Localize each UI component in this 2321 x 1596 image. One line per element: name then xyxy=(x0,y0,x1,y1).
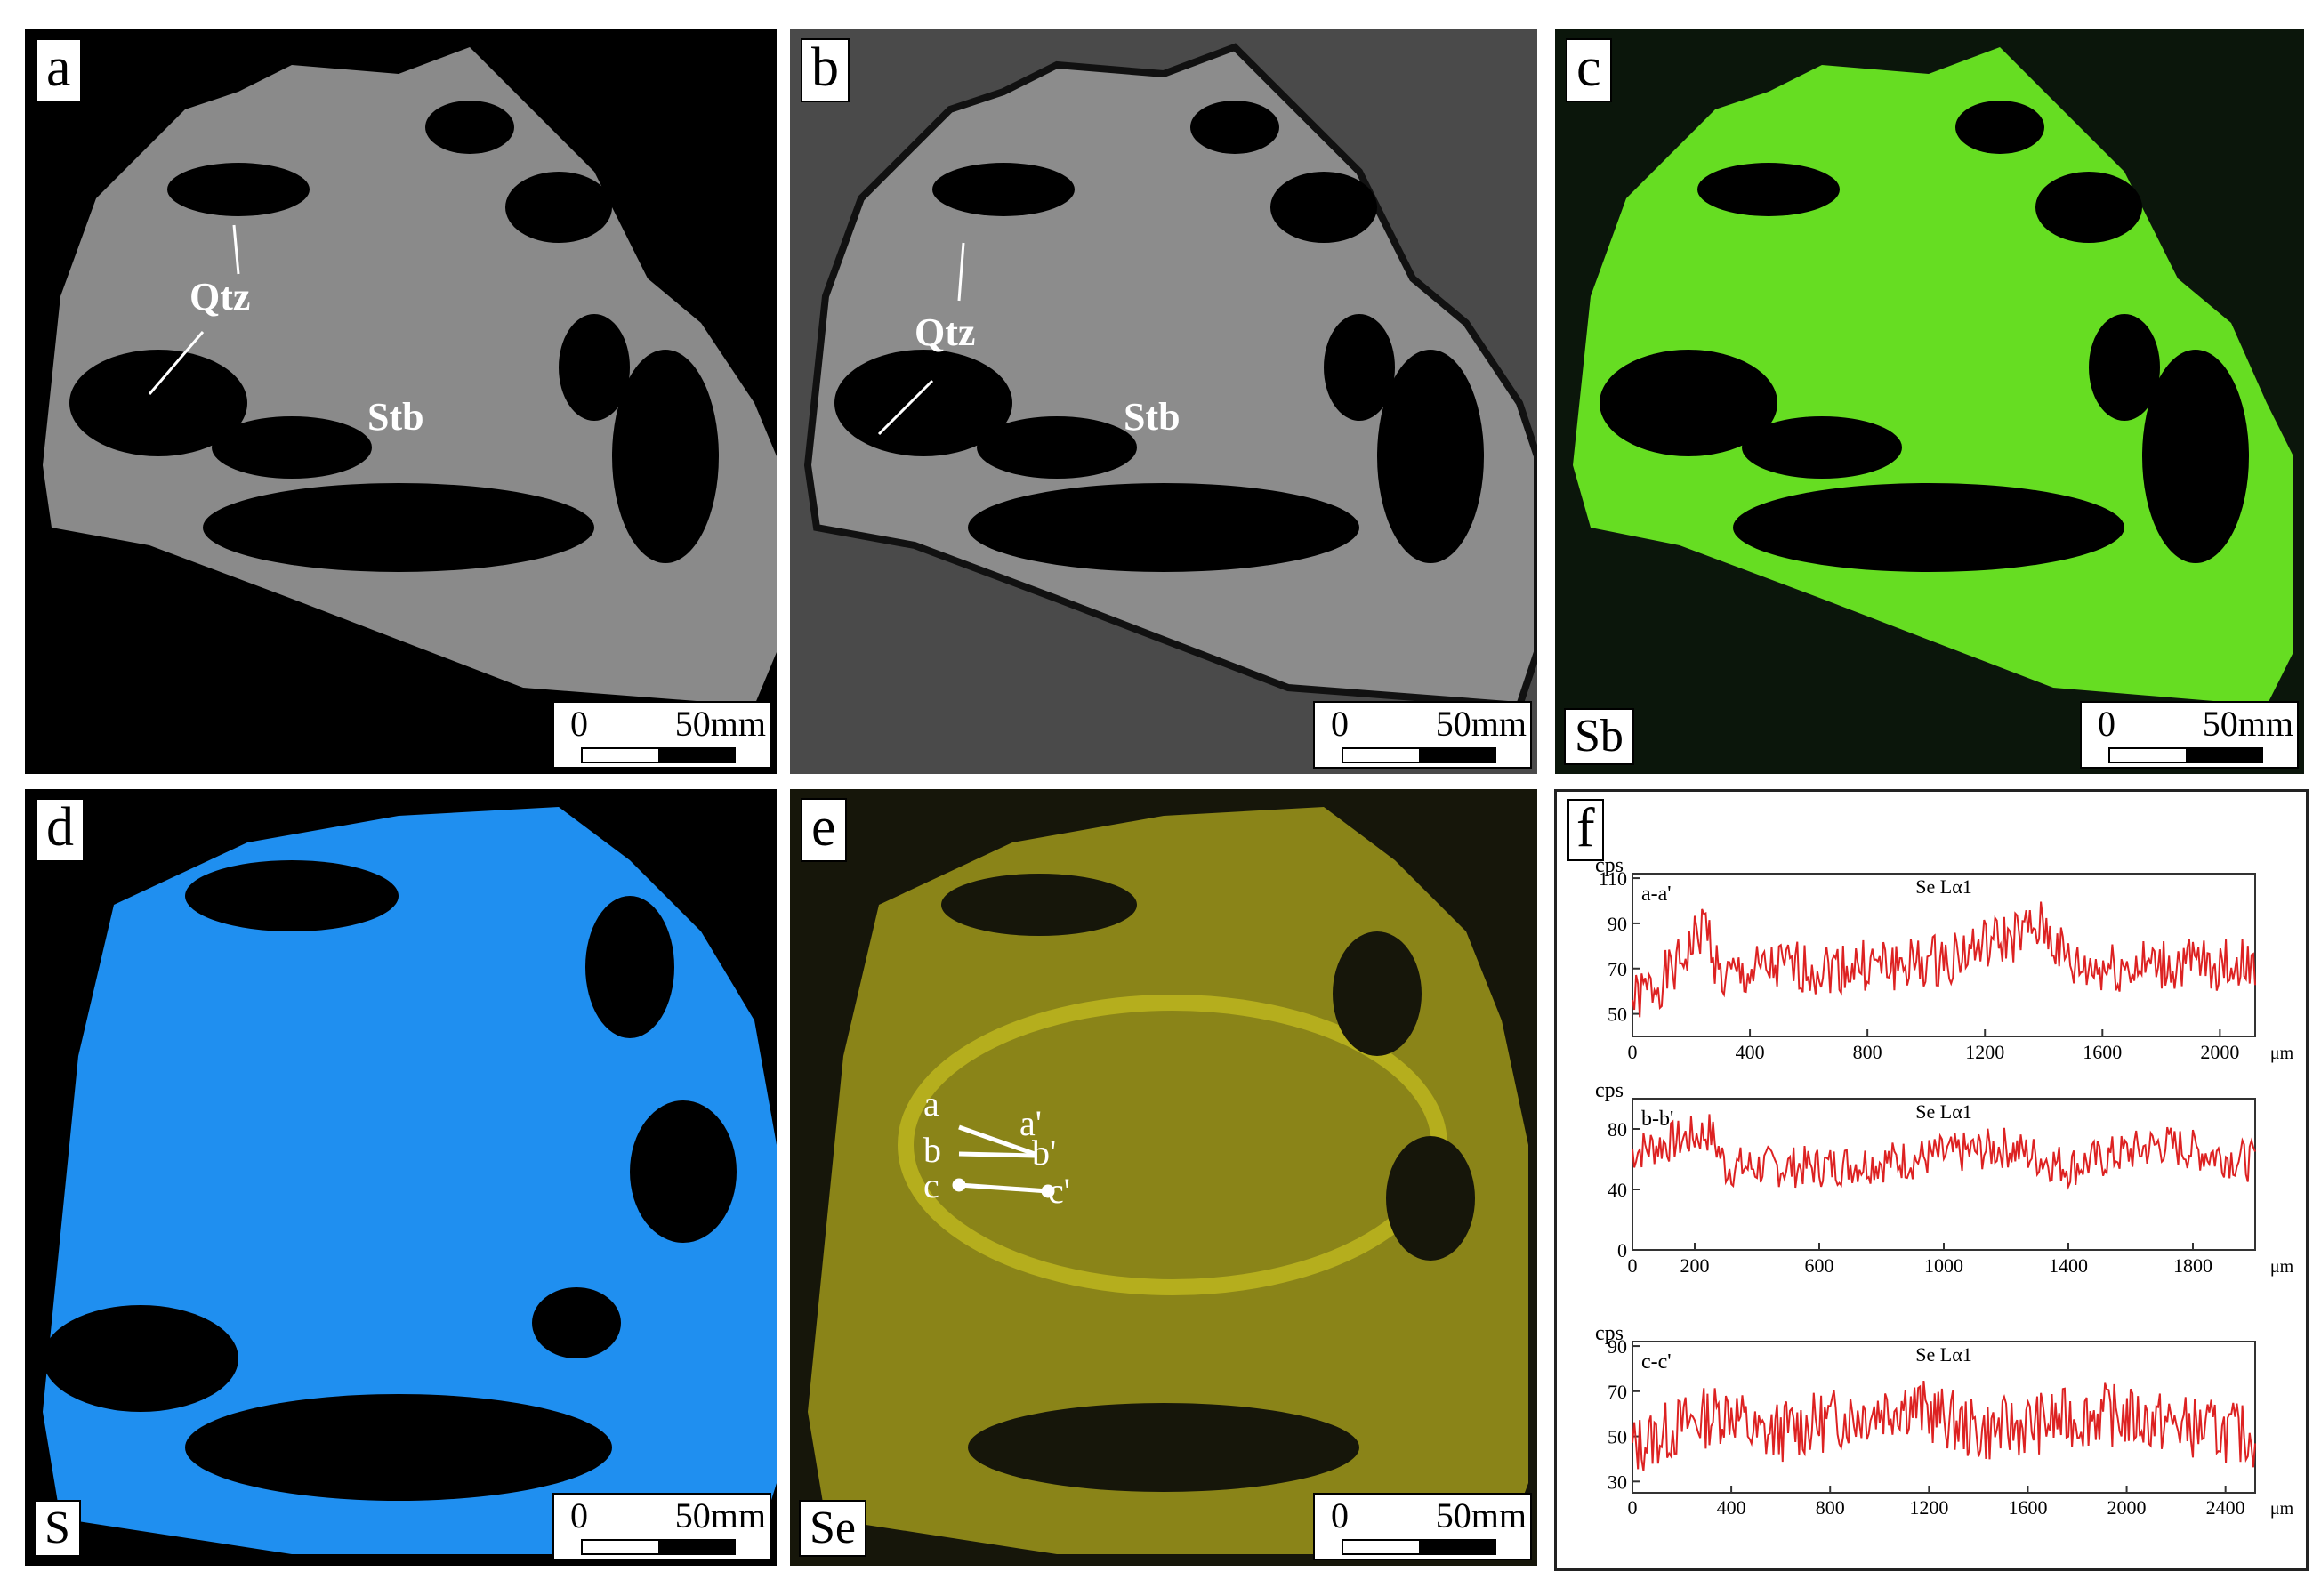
panel-label: d xyxy=(36,798,85,862)
x-tick-label: 0 xyxy=(1628,1041,1638,1063)
x-tick-label: 0 xyxy=(1628,1496,1638,1519)
line-b-end: b' xyxy=(1032,1133,1057,1173)
line-c-start: c xyxy=(923,1165,939,1205)
scale-bar: 0 50mm xyxy=(552,701,771,769)
x-tick-label: 2400 xyxy=(2206,1496,2245,1519)
x-tick-label: 600 xyxy=(1805,1254,1834,1277)
panel-label: c xyxy=(1566,38,1612,102)
x-tick-label: 1600 xyxy=(2008,1496,2047,1519)
x-unit-label: μm xyxy=(2270,1499,2294,1519)
y-tick-label: 90 xyxy=(1608,1335,1627,1358)
panel-d-s-map: d S 0 50mm xyxy=(25,789,777,1566)
specimen-gray-shape xyxy=(43,47,777,705)
x-unit-label: μm xyxy=(2270,1044,2294,1063)
chart-title: Se Lα1 xyxy=(1915,1100,1971,1123)
x-tick-label: 1400 xyxy=(2049,1254,2088,1277)
panel-label: a xyxy=(36,38,82,102)
y-tick-label: 40 xyxy=(1608,1179,1627,1201)
x-tick-label: 200 xyxy=(1680,1254,1710,1277)
y-tick-label: 30 xyxy=(1608,1471,1627,1493)
line-a-start: a xyxy=(923,1084,939,1124)
panel-f-line-profiles: f cps a-a' Se Lα1 110 90 70 50 0 400 800 1200 1600 2… xyxy=(1554,789,2309,1571)
y-tick-label: 70 xyxy=(1608,1381,1627,1403)
scale-length: 50mm xyxy=(1435,704,1527,744)
qtz-label: Qtz xyxy=(915,310,976,354)
scale-bar: 0 50mm xyxy=(552,1493,771,1560)
scale-zero: 0 xyxy=(570,1495,588,1536)
x-tick-label: 2000 xyxy=(2200,1041,2239,1063)
element-label: Sb xyxy=(1564,708,1634,765)
scale-bar: 0 50mm xyxy=(1313,1493,1532,1560)
y-axis-label: cps xyxy=(1595,854,1624,877)
y-tick-label: 90 xyxy=(1608,913,1627,935)
se-profile-line xyxy=(1632,1114,2256,1190)
series-label: c-c' xyxy=(1641,1350,1672,1374)
se-profile-line xyxy=(1632,1381,2256,1471)
panel-label: f xyxy=(1567,799,1604,861)
x-unit-label: μm xyxy=(2270,1257,2294,1277)
scale-length: 50mm xyxy=(1435,1495,1527,1536)
x-tick-label: 1200 xyxy=(1909,1496,1948,1519)
scale-zero: 0 xyxy=(570,704,588,744)
scale-length: 50mm xyxy=(674,704,766,744)
y-tick-label: 110 xyxy=(1599,867,1627,890)
x-tick-label: 800 xyxy=(1853,1041,1882,1063)
x-tick-label: 1800 xyxy=(2173,1254,2212,1277)
panel-label: b xyxy=(801,38,850,102)
y-tick-label: 80 xyxy=(1608,1118,1627,1141)
s-distribution-shape xyxy=(43,807,777,1554)
y-tick-label: 50 xyxy=(1608,1004,1627,1026)
y-tick-label: 70 xyxy=(1608,958,1627,980)
line-b-start: b xyxy=(923,1130,941,1170)
x-tick-label: 400 xyxy=(1736,1041,1765,1063)
series-label: b-b' xyxy=(1641,1108,1673,1131)
line-a-end: a' xyxy=(1019,1103,1042,1143)
specimen-gray-shape xyxy=(803,43,1537,710)
panel-label: e xyxy=(801,798,847,862)
y-tick-label: 0 xyxy=(1617,1239,1627,1261)
scale-bar: 0 50mm xyxy=(2080,701,2299,769)
x-tick-label: 0 xyxy=(1628,1254,1638,1277)
panel-a-bse-image: a Qtz Stb 0 50mm xyxy=(25,29,777,774)
plot-frame xyxy=(1632,873,2256,1037)
scale-length: 50mm xyxy=(674,1495,766,1536)
scale-zero: 0 xyxy=(1331,704,1349,744)
chart-title: Se Lα1 xyxy=(1915,1343,1971,1366)
stb-label: Stb xyxy=(367,395,424,439)
scale-bar: 0 50mm xyxy=(1313,701,1532,769)
series-label: a-a' xyxy=(1641,883,1672,906)
y-axis-label: cps xyxy=(1595,1322,1624,1345)
se-profile-line xyxy=(1632,901,2256,1018)
panel-e-se-map: a a' b b' c c' e Se 0 50mm xyxy=(790,789,1537,1566)
se-distribution-shape xyxy=(808,807,1528,1554)
y-tick-label: 50 xyxy=(1608,1426,1627,1448)
panel-c-sb-map: c Sb 0 50mm xyxy=(1555,29,2304,774)
scale-zero: 0 xyxy=(1331,1495,1349,1536)
x-tick-label: 800 xyxy=(1816,1496,1845,1519)
x-tick-label: 400 xyxy=(1717,1496,1746,1519)
scale-length: 50mm xyxy=(2202,704,2293,744)
panel-b-reflected-image: b Qtz Stb 0 50mm xyxy=(790,29,1537,774)
x-tick-label: 1200 xyxy=(1965,1041,2004,1063)
chart-title: Se Lα1 xyxy=(1915,875,1971,898)
element-label: Se xyxy=(799,1500,866,1557)
scale-zero: 0 xyxy=(2098,704,2115,744)
x-tick-label: 1000 xyxy=(1924,1254,1963,1277)
qtz-label: Qtz xyxy=(189,275,251,318)
x-tick-label: 2000 xyxy=(2107,1496,2147,1519)
y-axis-label: cps xyxy=(1595,1079,1624,1102)
element-label: S xyxy=(34,1500,81,1557)
x-tick-label: 1600 xyxy=(2083,1041,2122,1063)
plot-frame xyxy=(1632,1341,2256,1494)
line-c-end: c' xyxy=(1048,1171,1070,1211)
stb-label: Stb xyxy=(1124,395,1181,439)
sb-distribution-shape xyxy=(1573,47,2293,705)
